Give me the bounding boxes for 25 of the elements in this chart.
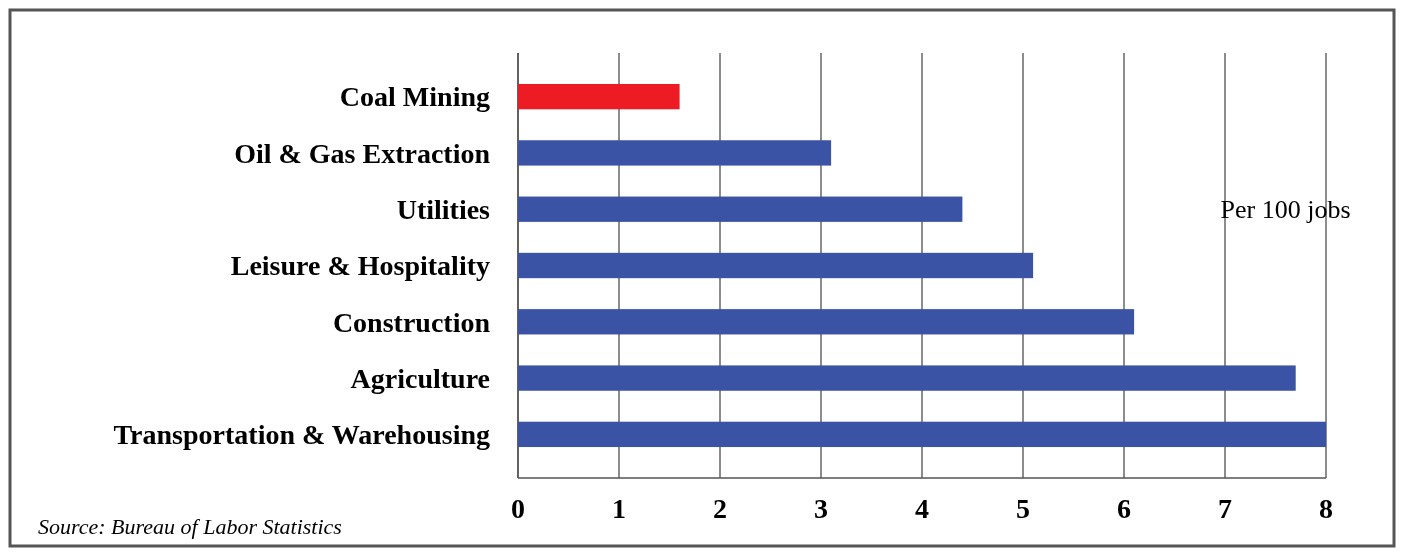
y-tick-label: Agriculture (350, 362, 490, 394)
y-tick-label: Oil & Gas Extraction (234, 137, 491, 169)
x-tick-label: 4 (915, 493, 929, 524)
y-tick-label: Transportation & Warehousing (113, 419, 490, 451)
bar (518, 365, 1296, 391)
x-tick-label: 3 (814, 493, 828, 524)
x-tick-label: 1 (612, 493, 626, 524)
x-tick-label: 8 (1319, 493, 1333, 524)
y-tick-label: Coal Mining (339, 81, 490, 113)
bar (518, 421, 1326, 448)
bar (518, 196, 963, 222)
x-tick-label: 7 (1218, 493, 1232, 524)
x-tick-label: 0 (511, 493, 525, 524)
annotation: Per 100 jobs (1220, 195, 1351, 225)
x-tick-label: 5 (1016, 493, 1030, 524)
bar (518, 309, 1135, 335)
x-tick-label: 6 (1117, 493, 1131, 524)
bar (518, 83, 680, 110)
x-tick-label: 2 (713, 493, 727, 524)
bar (518, 252, 1034, 279)
y-tick-label: Leisure & Hospitality (230, 250, 490, 282)
source-note: Source: Bureau of Labor Statistics (38, 514, 342, 539)
bar (518, 140, 832, 166)
y-tick-label: Construction (332, 306, 491, 338)
y-tick-label: Utilities (396, 194, 491, 226)
